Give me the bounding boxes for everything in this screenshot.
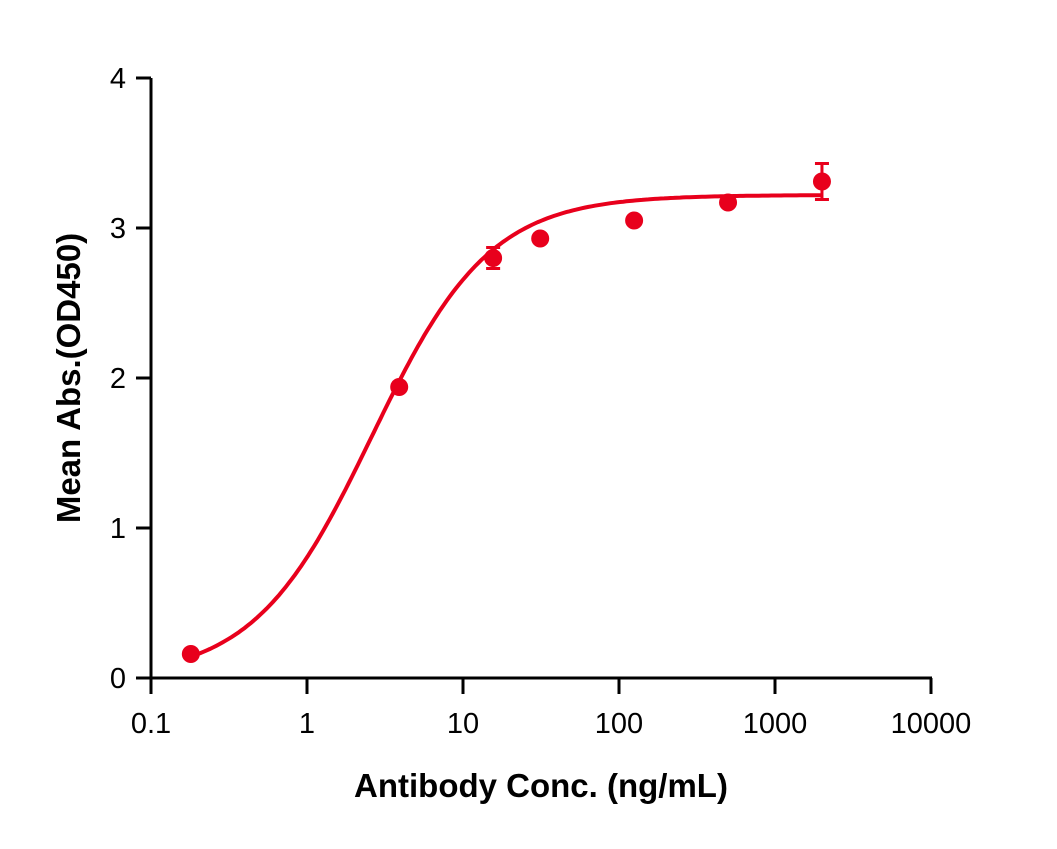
x-tick-label: 10 — [447, 708, 479, 740]
data-point — [719, 193, 738, 212]
x-tick-label: 1 — [299, 708, 315, 740]
data-point — [181, 645, 200, 663]
axes — [149, 78, 932, 680]
data-point — [625, 211, 644, 230]
data-point — [531, 229, 550, 248]
y-tick-label: 2 — [110, 363, 126, 395]
x-tick-label: 1000 — [743, 708, 808, 740]
fit-curve — [190, 193, 822, 659]
y-tick-label: 1 — [110, 513, 126, 545]
y-axis-ticks: 0 1 2 3 4 — [110, 63, 151, 695]
y-tick-label: 0 — [110, 663, 126, 695]
y-axis-title: Mean Abs.(OD450) — [50, 233, 87, 523]
data-point — [390, 378, 409, 396]
data-point — [484, 249, 503, 267]
plot-area — [181, 162, 831, 663]
x-tick-label: 100 — [595, 708, 643, 740]
x-axis-ticks: 0.1 1 10 100 1000 10000 — [131, 678, 971, 740]
x-axis-title: Antibody Conc. (ng/mL) — [354, 767, 728, 804]
y-tick-label: 3 — [110, 213, 126, 245]
y-tick-label: 4 — [110, 63, 126, 95]
data-point — [812, 172, 831, 191]
x-tick-label: 0.1 — [131, 708, 171, 740]
x-tick-label: 10000 — [891, 708, 972, 740]
